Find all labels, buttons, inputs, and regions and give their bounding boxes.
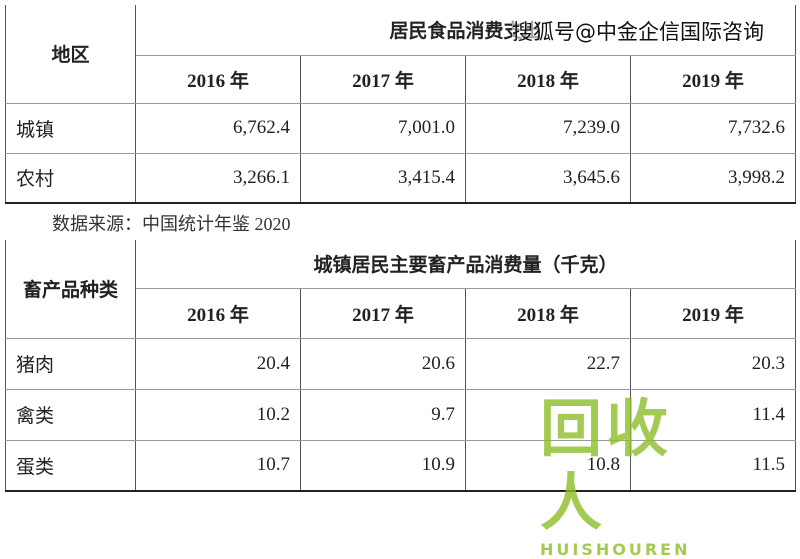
row-label: 蛋类 <box>5 440 136 492</box>
logo-text: 回收人 <box>540 392 673 539</box>
cell: 20.3 <box>629 338 797 390</box>
cell: 20.4 <box>135 338 301 390</box>
data-row: 农村 3,266.1 3,415.4 3,645.6 3,998.2 <box>5 153 797 204</box>
cell: 9.7 <box>300 389 466 441</box>
cell: 3,645.6 <box>465 153 631 204</box>
cell: 10.2 <box>135 389 301 441</box>
table: 地区 居民食品消费支出 2016 年 2017 年 2018 年 2019 年城镇 6,76… <box>5 5 797 204</box>
row-label: 城镇 <box>5 103 136 154</box>
watermark: 搜狐号@中金企信国际咨询 <box>512 16 764 46</box>
source-note: 数据来源：中国统计年鉴 2020 <box>52 214 291 234</box>
row-label: 农村 <box>5 153 136 204</box>
cell: 22.7 <box>465 338 631 390</box>
year-cell: 2016 年 <box>135 288 301 339</box>
logo-watermark: 回收人 HUISHOUREN <box>540 392 720 559</box>
data-row: 猪肉 20.4 20.6 22.7 20.3 <box>5 338 797 390</box>
year-cell: 2018 年 <box>465 55 631 104</box>
cell: 3,415.4 <box>300 153 466 204</box>
cell: 7,732.6 <box>629 103 797 154</box>
cell: 3,998.2 <box>629 153 797 204</box>
logo-subtext: HUISHOUREN <box>540 540 691 559</box>
year-cell: 2018 年 <box>465 288 631 339</box>
data-row: 城镇 6,762.4 7,001.0 7,239.0 7,732.6 <box>5 103 797 154</box>
cell <box>465 389 631 441</box>
year-cell: 2017 年 <box>300 288 466 339</box>
cell: 7,239.0 <box>465 103 631 154</box>
year-cell: 2017 年 <box>300 55 466 104</box>
year-cell: 2016 年 <box>135 55 301 104</box>
header-row: 畜产品种类 城镇居民主要畜产品消费量（千克） <box>5 240 797 339</box>
year-cell: 2019 年 <box>629 55 797 104</box>
row-label: 猪肉 <box>5 338 136 390</box>
cell: 6,762.4 <box>135 103 301 154</box>
cell: 3,266.1 <box>135 153 301 204</box>
data-row: 蛋类 10.7 10.9 10.8 11.5 <box>5 440 797 492</box>
cell: 11.4 <box>629 389 797 441</box>
cell: 7,001.0 <box>300 103 466 154</box>
data-row: 禽类 10.2 9.7 11.4 <box>5 389 797 441</box>
year-cell: 2019 年 <box>629 288 797 339</box>
row-label: 禽类 <box>5 389 136 441</box>
year-row: 2016 年 2017 年 2018 年 2019 年 <box>6 288 797 339</box>
page: 地区 居民食品消费支出 2016 年 2017 年 2018 年 2019 年城镇 6,76… <box>5 5 797 559</box>
cell: 11.5 <box>629 440 797 492</box>
cell: 10.9 <box>300 440 466 492</box>
cell: 20.6 <box>300 338 466 390</box>
header-cell: 城镇居民主要畜产品消费量（千克） <box>134 240 797 289</box>
cell: 10.8 <box>465 440 631 492</box>
corner-cell: 地区 <box>5 5 136 104</box>
cell: 10.7 <box>135 440 301 492</box>
corner-cell: 畜产品种类 <box>5 240 136 339</box>
year-row: 2016 年 2017 年 2018 年 2019 年 <box>6 55 797 104</box>
